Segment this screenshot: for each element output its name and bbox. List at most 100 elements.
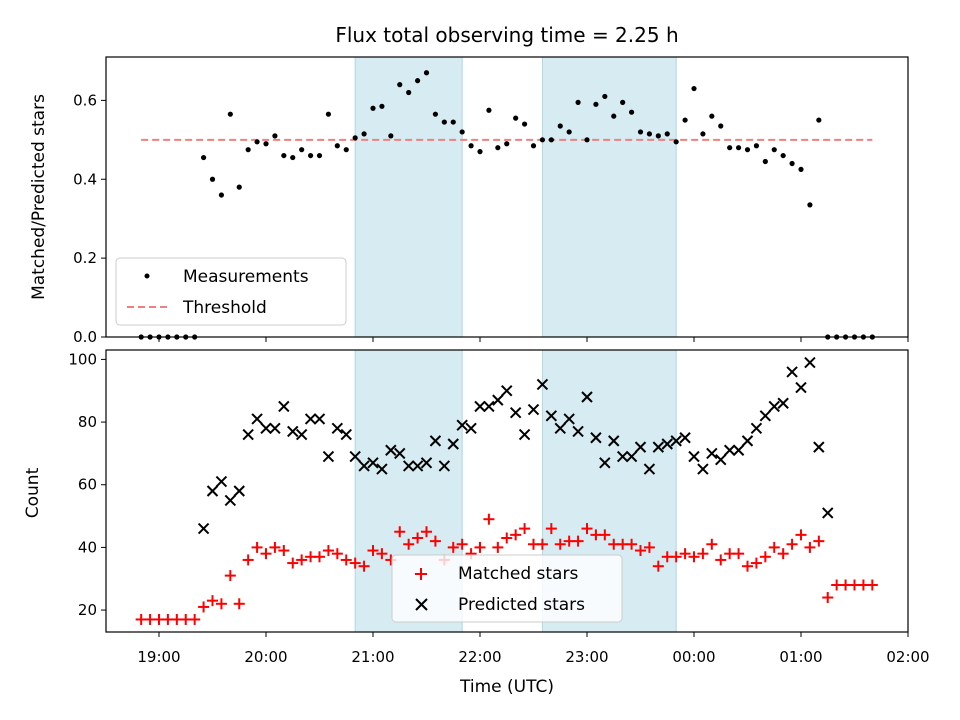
matched-star-point bbox=[429, 535, 441, 547]
y-tick-label: 0.0 bbox=[73, 328, 97, 346]
top-legend: Measurements Threshold bbox=[115, 257, 347, 326]
measurement-point bbox=[530, 143, 537, 149]
measurement-point bbox=[521, 121, 528, 127]
matched-star-point bbox=[394, 526, 406, 538]
predicted-star-point bbox=[287, 425, 299, 438]
matched-star-point bbox=[233, 598, 245, 610]
matched-star-point bbox=[822, 592, 834, 604]
predicted-star-point bbox=[616, 450, 629, 463]
matched-star-point bbox=[340, 554, 352, 566]
matched-star-point bbox=[251, 541, 263, 553]
matched-star-point bbox=[510, 529, 522, 541]
matched-star-point bbox=[287, 557, 299, 569]
shaded-interval bbox=[541, 56, 677, 338]
legend-predicted-marker bbox=[415, 598, 428, 611]
measurement-point bbox=[441, 119, 447, 125]
predicted-star-point bbox=[376, 463, 388, 475]
measurement-point bbox=[673, 139, 679, 145]
measurement-point bbox=[290, 154, 296, 161]
predicted-star-point bbox=[706, 447, 718, 460]
top-y-ticks: 0.0 0.2 0.4 0.6 bbox=[73, 91, 106, 346]
measurement-point bbox=[495, 145, 501, 151]
measurement-point bbox=[352, 135, 358, 141]
measurement-point bbox=[575, 99, 581, 105]
y-tick-label: 80 bbox=[78, 413, 97, 431]
matched-star-point bbox=[421, 526, 432, 538]
x-tick-label: 20:00 bbox=[244, 648, 287, 666]
matched-star-point bbox=[242, 554, 254, 566]
matched-star-point bbox=[483, 513, 495, 525]
top-axes-frame bbox=[105, 56, 909, 338]
predicted-star-point bbox=[822, 507, 834, 519]
top-y-axis-label: Matched/Predicted stars bbox=[29, 94, 49, 300]
x-tick-label: 01:00 bbox=[779, 648, 822, 666]
measurement-point bbox=[566, 129, 572, 135]
matched-star-point bbox=[474, 541, 486, 553]
measurement-point bbox=[432, 111, 439, 117]
measurement-point bbox=[798, 166, 804, 172]
measurement-point bbox=[807, 202, 813, 208]
matched-star-point bbox=[545, 523, 557, 535]
matched-star-point bbox=[412, 532, 424, 544]
predicted-star-point bbox=[723, 444, 736, 456]
measurement-point bbox=[744, 147, 751, 153]
measurement-point bbox=[254, 139, 260, 145]
measurement-point bbox=[281, 152, 287, 159]
measurement-point bbox=[468, 143, 474, 149]
measurement-point bbox=[753, 143, 760, 149]
matched-star-point bbox=[331, 548, 343, 560]
matched-star-point bbox=[224, 570, 236, 582]
predicted-star-point bbox=[536, 378, 549, 391]
predicted-star-point bbox=[349, 450, 361, 463]
measurement-point bbox=[602, 93, 608, 100]
measurement-point bbox=[236, 184, 242, 190]
matched-star-point bbox=[813, 535, 825, 547]
measurement-point bbox=[263, 141, 269, 147]
predicted-star-point bbox=[438, 460, 451, 472]
predicted-star-point bbox=[795, 381, 807, 394]
measurement-point bbox=[334, 143, 340, 149]
predicted-star-point bbox=[313, 413, 326, 425]
top-series bbox=[138, 70, 875, 340]
matched-star-point bbox=[322, 545, 334, 557]
predicted-star-point bbox=[331, 422, 344, 435]
predicted-star-point bbox=[545, 410, 558, 422]
measurement-point bbox=[450, 119, 456, 125]
measurement-point bbox=[789, 160, 795, 167]
predicted-star-point bbox=[509, 406, 522, 419]
matched-star-point bbox=[733, 548, 745, 560]
predicted-star-point bbox=[652, 441, 665, 453]
matched-star-point bbox=[599, 529, 611, 541]
matched-star-point bbox=[652, 560, 664, 572]
measurement-point bbox=[272, 133, 278, 139]
predicted-star-point bbox=[385, 444, 397, 456]
measurement-point bbox=[628, 109, 635, 115]
predicted-star-point bbox=[242, 428, 254, 441]
matched-star-point bbox=[492, 541, 504, 553]
predicted-star-point bbox=[750, 422, 763, 435]
matched-star-point bbox=[804, 541, 816, 553]
measurement-point bbox=[691, 85, 697, 92]
predicted-star-point bbox=[634, 441, 647, 453]
y-tick-label: 100 bbox=[68, 350, 97, 368]
matched-star-point bbox=[670, 551, 682, 563]
predicted-star-point bbox=[563, 413, 575, 425]
bottom-legend: Matched stars Predicted stars bbox=[391, 554, 623, 623]
matched-star-point bbox=[536, 538, 548, 550]
predicted-star-point bbox=[206, 485, 219, 497]
measurement-point bbox=[780, 152, 786, 159]
matched-star-point bbox=[697, 548, 709, 560]
measurement-point bbox=[227, 111, 233, 117]
matched-star-point bbox=[715, 554, 727, 566]
y-tick-label: 0.2 bbox=[73, 249, 97, 267]
legend-predicted-label: Predicted stars bbox=[458, 595, 585, 615]
matched-star-point bbox=[572, 535, 584, 547]
top-legend-box bbox=[115, 257, 347, 326]
measurement-point bbox=[397, 82, 403, 88]
measurement-point bbox=[209, 176, 216, 182]
measurement-point bbox=[735, 145, 742, 151]
bottom-legend-box bbox=[391, 554, 623, 623]
predicted-star-point bbox=[501, 385, 513, 397]
predicted-star-point bbox=[732, 444, 745, 456]
matched-star-point bbox=[759, 551, 771, 563]
